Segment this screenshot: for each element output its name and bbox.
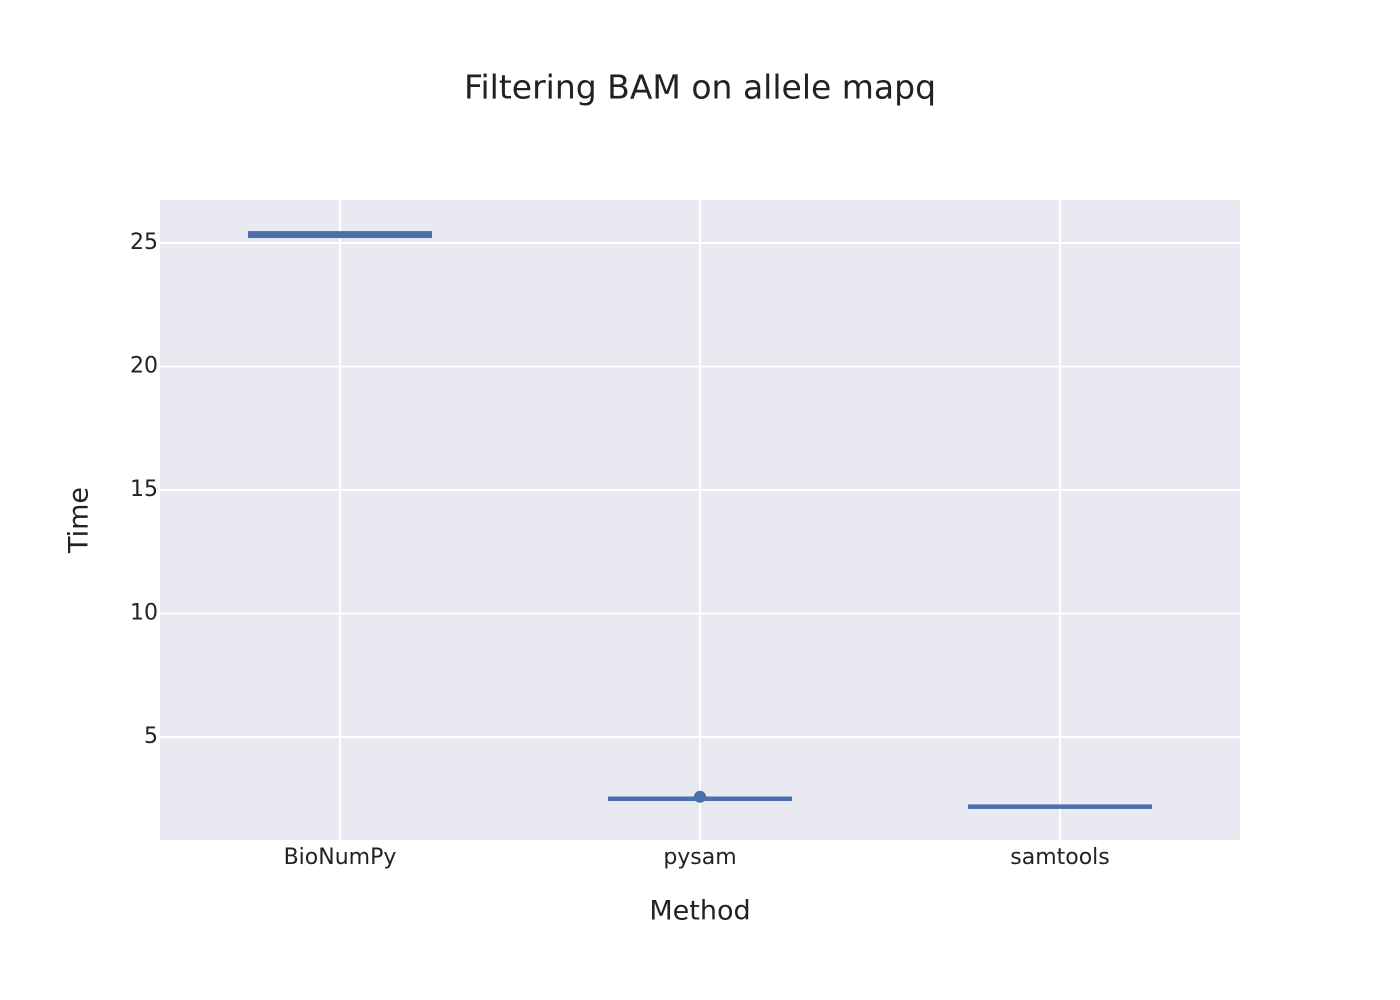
y-axis-title: Time [64,487,95,554]
outlier [694,790,706,803]
y-tick-label: 5 [144,724,158,749]
x-tick-label: pysam [663,845,736,870]
chart-title: Filtering BAM on allele mapq [464,68,936,107]
x-tick-label: samtools [1010,845,1110,870]
y-tick-label: 25 [130,230,158,255]
y-tick-label: 15 [130,477,158,502]
y-tick-label: 10 [130,600,158,625]
x-axis-title: Method [649,896,750,927]
x-tick-label: BioNumPy [284,845,397,870]
y-tick-label: 20 [130,353,158,378]
